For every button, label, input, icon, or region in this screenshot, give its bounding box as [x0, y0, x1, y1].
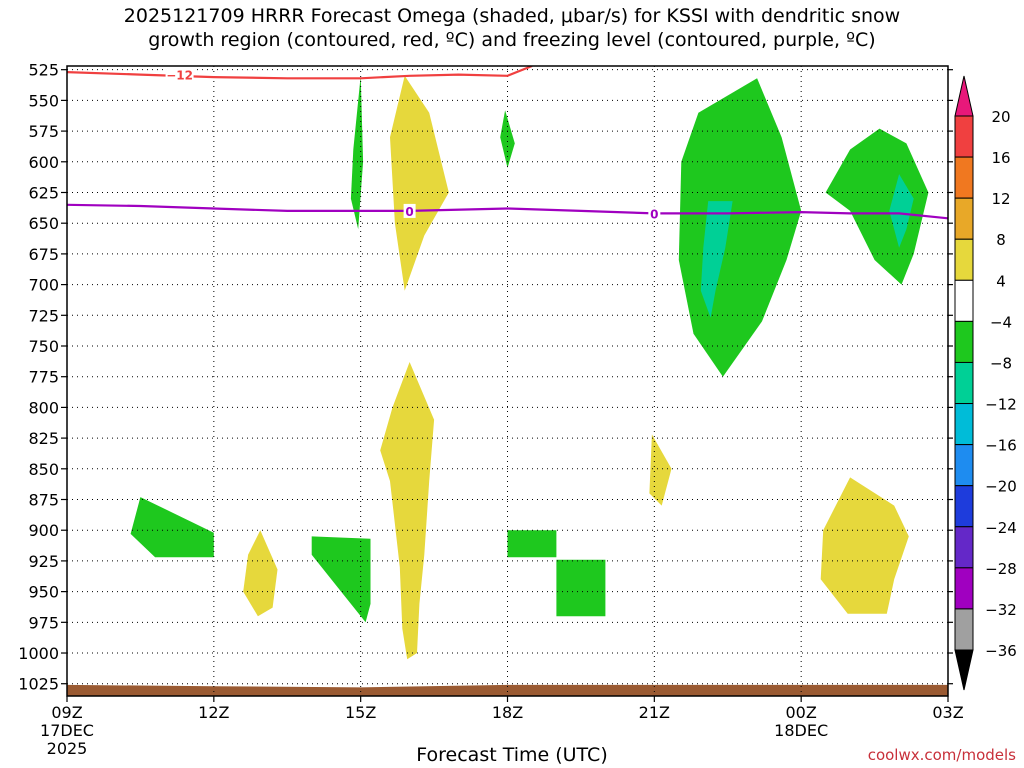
omega-region-green-2 — [500, 110, 515, 168]
colorbar-label-8: −16 — [985, 437, 1017, 455]
x-tick-label-18Z: 18Z — [492, 703, 523, 722]
contour-label-bg — [648, 206, 661, 221]
y-tick-label-750: 750 — [28, 337, 59, 356]
gridlines — [67, 66, 948, 696]
colorbar-box-8 — [954, 403, 974, 446]
colorbar-box-12 — [954, 567, 974, 610]
colorbar-top-arrow — [954, 75, 974, 117]
y-tick-label-1000: 1000 — [18, 644, 59, 663]
y-tick-label-950: 950 — [28, 583, 59, 602]
omega-region-yellow-4 — [243, 530, 278, 617]
y-tick-label-800: 800 — [28, 398, 59, 417]
colorbar-box-4 — [954, 238, 974, 281]
omega-shaded-regions — [130, 75, 929, 660]
axes: 525 550 575 600 625 650 675 700 725 750 775 800 825 8… — [18, 61, 963, 758]
colorbar-label-10: −24 — [985, 519, 1017, 537]
colorbar-box-1 — [954, 115, 974, 158]
omega-region-green-1 — [350, 75, 364, 230]
omega-region-teal-1 — [700, 201, 733, 318]
colorbar-label-0: 20 — [991, 108, 1010, 126]
y-tick-label-550: 550 — [28, 91, 59, 110]
colorbar-label-5: −4 — [990, 313, 1012, 331]
chart-title: 2025121709 HRRR Forecast Omega (shaded, … — [123, 5, 901, 51]
contour-dendritic-snow-growth — [67, 66, 533, 80]
omega-region-green-8 — [556, 559, 606, 617]
colorbar-label-1: 16 — [991, 149, 1010, 167]
omega-region-yellow-3 — [649, 434, 672, 506]
colorbar-label-3: 8 — [996, 231, 1006, 249]
y-tick-label-725: 725 — [28, 306, 59, 325]
contour-label-dendritic-snow-growth-0: −12 — [166, 69, 193, 83]
contour-label-bg — [165, 67, 194, 82]
colorbar-label-2: 12 — [991, 190, 1010, 208]
y-tick-label-850: 850 — [28, 460, 59, 479]
contour-label-freezing-level-0: 0 — [405, 205, 413, 219]
y-tick-label-675: 675 — [28, 245, 59, 264]
colorbar-box-2 — [954, 156, 974, 199]
colorbar-box-11 — [954, 526, 974, 569]
y-tick-label-900: 900 — [28, 521, 59, 540]
y-tick-label-775: 775 — [28, 368, 59, 387]
x-tick-label-00Z: 00Z — [786, 703, 817, 722]
colorbar-label-4: 4 — [996, 272, 1006, 290]
y-tick-label-825: 825 — [28, 429, 59, 448]
x-tick-label-09Z: 09Z — [51, 703, 82, 722]
colorbar-box-6 — [954, 320, 974, 363]
terrain-layer — [67, 684, 948, 696]
colorbar-box-10 — [954, 485, 974, 528]
y-tick-label-925: 925 — [28, 552, 59, 571]
omega-region-green-3 — [678, 78, 802, 377]
colorbar-label-9: −20 — [985, 478, 1017, 496]
omega-region-green-6 — [311, 536, 371, 623]
x-axis-title: Forecast Time (UTC) — [416, 744, 608, 766]
x-tick-sublabel-2025: 2025 — [47, 739, 88, 758]
x-tick-sublabel-18DEC: 18DEC — [774, 721, 828, 740]
omega-region-yellow-5 — [820, 477, 909, 614]
colorbar-box-3 — [954, 197, 974, 240]
x-tick-label-15Z: 15Z — [345, 703, 376, 722]
y-tick-label-625: 625 — [28, 183, 59, 202]
x-tick-label-21Z: 21Z — [639, 703, 670, 722]
y-tick-label-575: 575 — [28, 122, 59, 141]
contour-label-freezing-level-1: 0 — [650, 207, 658, 221]
colorbar-box-13 — [954, 608, 974, 651]
contour-lines: −12 0 0 — [67, 66, 948, 221]
colorbar-label-12: −32 — [985, 601, 1017, 619]
x-tick-label-12Z: 12Z — [198, 703, 229, 722]
colorbar-label-6: −8 — [990, 354, 1012, 372]
terrain-ground — [67, 684, 948, 696]
x-tick-sublabel-17DEC: 17DEC — [40, 721, 94, 740]
y-tick-label-600: 600 — [28, 153, 59, 172]
contour-freezing-level — [67, 203, 948, 220]
colorbar-label-11: −28 — [985, 560, 1017, 578]
colorbar-box-5 — [954, 279, 974, 322]
y-tick-label-525: 525 — [28, 61, 59, 80]
omega-region-green-4 — [825, 128, 929, 285]
colorbar-label-7: −12 — [985, 396, 1017, 414]
watermark: coolwx.com/models — [867, 746, 1016, 764]
colorbar: 20 16 12 8 4 −4 −8 −12 −16 −20 −24 −28 −32 −36 — [954, 75, 1017, 691]
omega-region-yellow-2 — [380, 362, 435, 660]
colorbar-box-7 — [954, 361, 974, 405]
omega-region-green-5 — [130, 497, 214, 558]
y-tick-label-700: 700 — [28, 276, 59, 295]
y-tick-label-650: 650 — [28, 214, 59, 233]
colorbar-label-13: −36 — [985, 642, 1017, 660]
omega-region-green-7 — [507, 530, 557, 558]
contour-label-bg — [403, 203, 416, 218]
colorbar-box-9 — [954, 444, 974, 487]
x-tick-label-03Z: 03Z — [932, 703, 963, 722]
y-tick-label-875: 875 — [28, 491, 59, 510]
omega-region-yellow-1 — [390, 75, 449, 291]
y-tick-label-1025: 1025 — [18, 675, 59, 694]
colorbar-bottom-arrow — [954, 649, 974, 691]
y-tick-label-975: 975 — [28, 613, 59, 632]
